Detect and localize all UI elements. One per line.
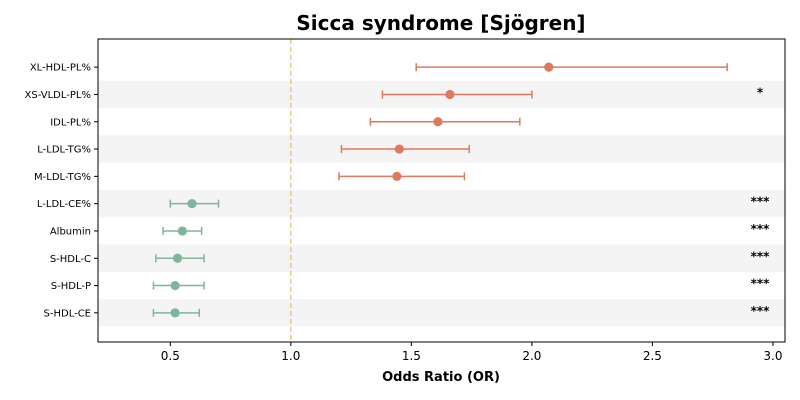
significance-label: *	[757, 85, 764, 99]
x-tick-label: 3.0	[763, 349, 782, 363]
y-tick-label: S-HDL-CE	[44, 308, 91, 319]
or-point	[187, 199, 197, 209]
y-axis-labels: XL-HDL-PL% XS-VLDL-PL% IDL-PL% L-LDL-TG% M-L…	[25, 63, 98, 319]
significance-label: ***	[751, 195, 771, 209]
significance-label: ***	[751, 222, 771, 236]
row-stripe	[98, 244, 785, 272]
markers-layer: ****************	[152, 62, 771, 318]
significance-label: ***	[751, 277, 771, 291]
significance-label: ***	[751, 249, 771, 263]
y-tick-label: Albumin	[50, 226, 91, 237]
chart-title: Sicca syndrome [Sjögren]	[296, 11, 585, 35]
or-point	[172, 253, 183, 263]
row-stripe	[98, 299, 785, 327]
x-axis-ticks: 0.5 1.0 1.5 2.0 2.5 3.0	[161, 342, 782, 363]
x-tick-label: 2.5	[643, 349, 662, 363]
x-tick-label: 1.0	[281, 349, 300, 363]
x-axis-label: Odds Ratio (OR)	[382, 370, 500, 385]
y-tick-label: L-LDL-TG%	[37, 145, 91, 156]
significance-label: ***	[751, 304, 771, 318]
y-tick-label: M-LDL-TG%	[34, 172, 91, 183]
y-tick-label: L-LDL-CE%	[37, 199, 91, 210]
or-point	[170, 280, 180, 291]
or-point	[544, 62, 554, 72]
x-tick-label: 2.0	[522, 349, 541, 363]
y-tick-label: XL-HDL-PL%	[30, 63, 91, 74]
or-point	[177, 226, 187, 236]
or-point	[433, 117, 443, 127]
or-point	[170, 308, 180, 318]
y-tick-label: IDL-PL%	[50, 117, 91, 128]
plot-frame	[97, 38, 786, 343]
or-point	[392, 171, 402, 181]
or-point	[445, 89, 455, 100]
y-tick-label: XS-VLDL-PL%	[25, 90, 91, 101]
or-point	[394, 144, 404, 154]
y-tick-label: S-HDL-C	[50, 254, 91, 265]
x-tick-label: 1.5	[402, 349, 421, 363]
x-tick-label: 0.5	[161, 349, 180, 363]
y-tick-label: S-HDL-P	[51, 281, 91, 292]
